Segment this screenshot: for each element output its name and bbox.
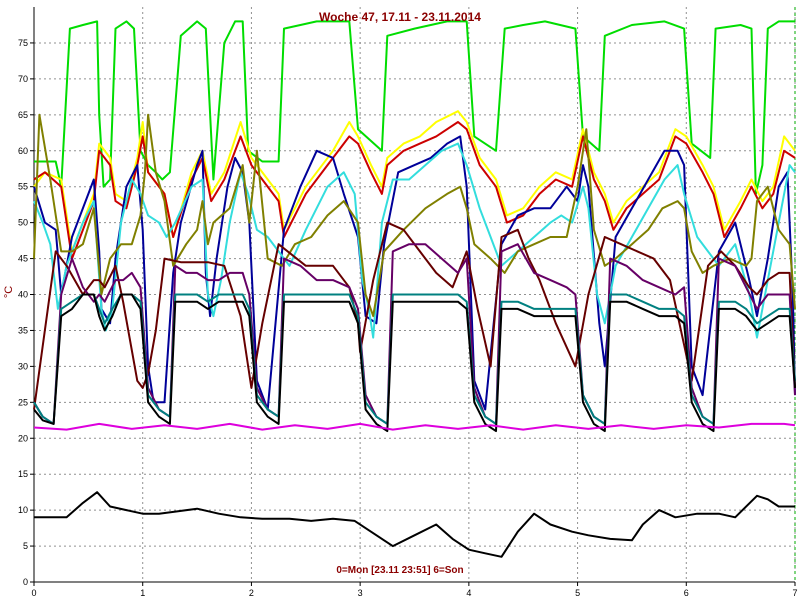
series-group [33,20,796,558]
x-tick-label: 2 [249,588,254,598]
y-tick-label: 50 [18,218,28,228]
series-line-4 [33,135,796,411]
series-line-10 [33,293,796,433]
y-axis-label: °C [3,286,15,298]
chart-annotation: 0=Mon [23.11 23:51] 6=Son [336,565,463,576]
chart-axes [30,7,796,586]
y-tick-label: 75 [18,38,28,48]
y-tick-label: 25 [18,397,28,407]
series-line-3 [33,121,796,260]
y-tick-label: 70 [18,74,28,84]
y-tick-label: 30 [18,361,28,371]
x-tick-label: 4 [466,588,471,598]
y-tick-label: 65 [18,110,28,120]
y-tick-label: 35 [18,325,28,335]
x-tick-label: 6 [684,588,689,598]
y-tick-label: 40 [18,290,28,300]
y-tick-label: 55 [18,182,28,192]
x-tick-label: 0 [31,588,36,598]
y-tick-label: 0 [23,577,28,587]
x-tick-label: 3 [358,588,363,598]
y-tick-label: 20 [18,433,28,443]
y-tick-label: 10 [18,505,28,515]
series-line-11 [33,422,796,431]
series-line-2 [33,110,796,253]
y-tick-label: 45 [18,254,28,264]
x-tick-label: 5 [575,588,580,598]
y-tick-label: 60 [18,146,28,156]
x-tick-label: 7 [792,588,797,598]
series-line-1 [34,20,795,195]
x-tick-label: 1 [140,588,145,598]
series-line-12 [34,491,795,558]
chart-title: Woche 47, 17.11 - 23.11.2014 [319,10,481,24]
series-line-6 [33,113,796,318]
y-tick-label: 5 [23,541,28,551]
y-tick-label: 15 [18,469,28,479]
series-line-5 [33,142,796,339]
x-tick-labels: 0 1 2 3 4 5 6 7 [31,588,797,598]
y-tick-labels: 0 5 10 15 20 25 30 35 40 45 50 55 60 65 70 75 [18,38,28,587]
